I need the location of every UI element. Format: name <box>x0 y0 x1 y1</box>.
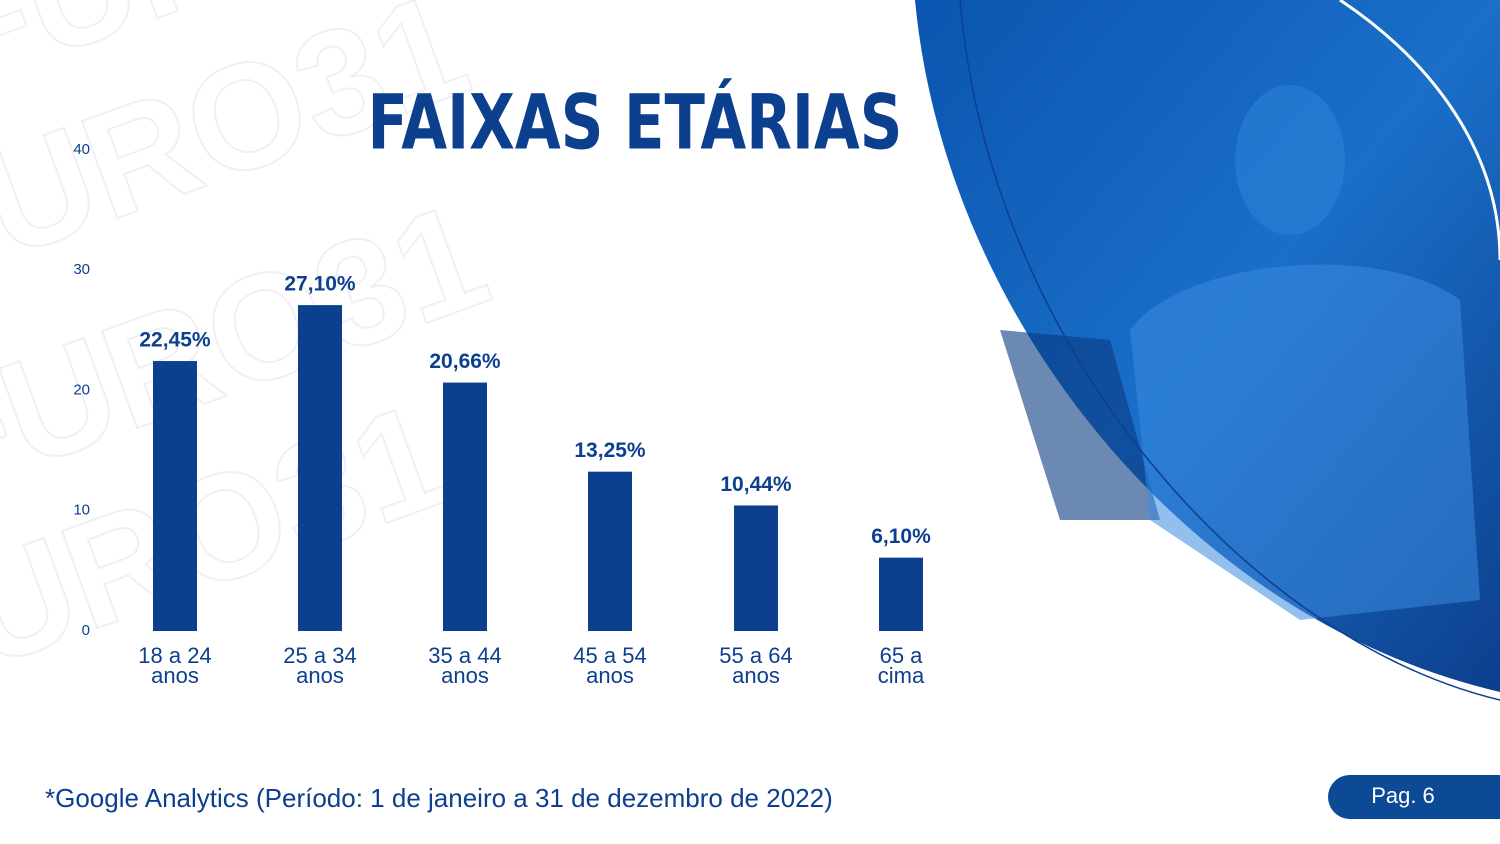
page-badge <box>1328 775 1500 819</box>
y-tick-label: 30 <box>73 261 90 278</box>
person-body <box>1130 264 1480 620</box>
bar <box>734 505 778 631</box>
footnote: *Google Analytics (Período: 1 de janeiro… <box>45 783 833 813</box>
bar <box>153 361 197 631</box>
x-tick-label: 35 a 44 anos <box>428 643 502 688</box>
y-tick-label: 40 <box>73 141 90 158</box>
arc <box>1339 0 1500 261</box>
value-label: 6,10% <box>871 525 931 548</box>
x-tick-label: 18 a 24 anos <box>138 643 212 688</box>
arc-outline <box>959 0 1500 701</box>
value-label: 10,44% <box>720 473 792 496</box>
y-tick-label: 0 <box>82 622 90 639</box>
laptop <box>1000 330 1160 520</box>
bar <box>443 382 487 631</box>
chart-title: FAIXAS ETÁRIAS <box>368 78 903 167</box>
x-tick-label: 55 a 64 anos <box>719 643 793 688</box>
page-label: Pag. 6 <box>1371 783 1435 808</box>
value-label: 27,10% <box>284 273 356 296</box>
person-head <box>1235 85 1345 235</box>
x-tick-label: 45 a 54 anos <box>573 643 647 688</box>
y-tick-label: 20 <box>73 381 90 398</box>
value-label: 13,25% <box>574 439 646 462</box>
x-tick-label: 25 a 34 anos <box>283 643 357 688</box>
value-label: 22,45% <box>139 329 211 352</box>
y-tick-label: 10 <box>73 502 90 519</box>
x-tick-label: 65 a cima <box>877 643 925 688</box>
bar <box>879 557 923 631</box>
bar <box>298 305 342 631</box>
bar <box>588 471 632 631</box>
value-label: 20,66% <box>429 350 501 373</box>
